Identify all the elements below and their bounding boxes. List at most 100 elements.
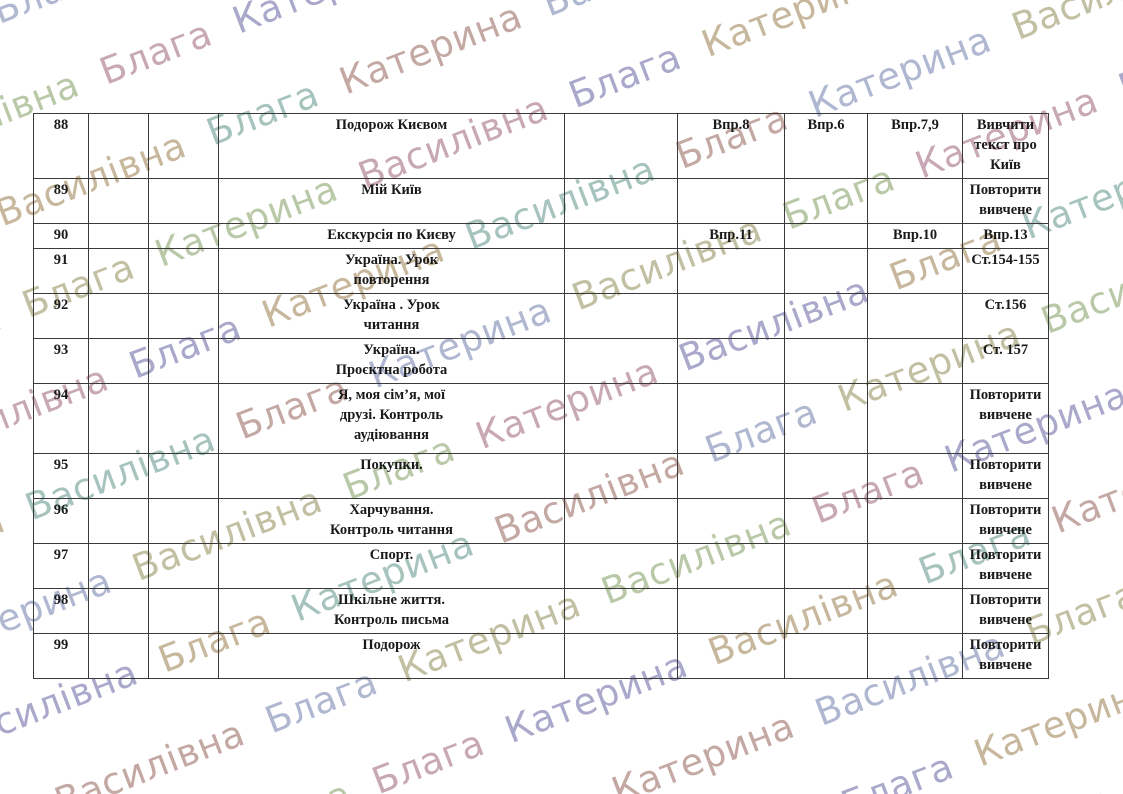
table-row[interactable]: 95 Покупки. Повторити вивчене xyxy=(33,453,1049,499)
cell-col6[interactable]: Впр.11 xyxy=(677,223,785,249)
cell-extra[interactable] xyxy=(148,498,219,544)
cell-homework[interactable]: Ст.154-155 xyxy=(962,248,1049,294)
cell-date[interactable] xyxy=(88,178,149,224)
cell-homework[interactable]: Повторити вивчене xyxy=(962,178,1049,224)
cell-col7[interactable] xyxy=(784,383,868,454)
cell-homework[interactable]: Вивчити текст про Київ xyxy=(962,113,1049,179)
cell-date[interactable] xyxy=(88,248,149,294)
cell-topic[interactable]: Покупки. xyxy=(218,453,565,499)
cell-num[interactable]: 96 xyxy=(33,498,89,544)
cell-col5[interactable] xyxy=(564,453,678,499)
cell-num[interactable]: 91 xyxy=(33,248,89,294)
cell-col6[interactable] xyxy=(677,453,785,499)
cell-homework[interactable]: Повторити вивчене xyxy=(962,588,1049,634)
cell-topic[interactable]: Подорож xyxy=(218,633,565,679)
cell-col7[interactable] xyxy=(784,633,868,679)
cell-topic[interactable]: Україна. Урок повторення xyxy=(218,248,565,294)
cell-num[interactable]: 90 xyxy=(33,223,89,249)
cell-num[interactable]: 89 xyxy=(33,178,89,224)
cell-col8[interactable] xyxy=(867,178,963,224)
cell-col8[interactable] xyxy=(867,498,963,544)
table-row[interactable]: 88 Подорож Києвом Впр.8 Впр.6 Впр.7,9 Вивчити… xyxy=(33,113,1049,179)
cell-col7[interactable] xyxy=(784,338,868,384)
cell-col8[interactable] xyxy=(867,543,963,589)
table-row[interactable]: 97 Спорт. Повторити вивчене xyxy=(33,543,1049,589)
cell-col6[interactable] xyxy=(677,633,785,679)
cell-col6[interactable] xyxy=(677,498,785,544)
cell-homework[interactable]: Ст. 157 xyxy=(962,338,1049,384)
cell-topic[interactable]: Мій Київ xyxy=(218,178,565,224)
cell-col8[interactable] xyxy=(867,453,963,499)
cell-col7[interactable] xyxy=(784,293,868,339)
table-row[interactable]: 98 Шкільне життя. Контроль письма Повторити… xyxy=(33,588,1049,634)
cell-date[interactable] xyxy=(88,338,149,384)
cell-col6[interactable]: Впр.8 xyxy=(677,113,785,179)
cell-homework[interactable]: Впр.13 xyxy=(962,223,1049,249)
cell-col6[interactable] xyxy=(677,338,785,384)
cell-num[interactable]: 94 xyxy=(33,383,89,454)
cell-col5[interactable] xyxy=(564,293,678,339)
cell-col5[interactable] xyxy=(564,248,678,294)
cell-col7[interactable] xyxy=(784,178,868,224)
cell-extra[interactable] xyxy=(148,178,219,224)
cell-col6[interactable] xyxy=(677,588,785,634)
cell-date[interactable] xyxy=(88,498,149,544)
cell-topic[interactable]: Україна . Урок читання xyxy=(218,293,565,339)
cell-col6[interactable] xyxy=(677,178,785,224)
cell-num[interactable]: 98 xyxy=(33,588,89,634)
table-row[interactable]: 92 Україна . Урок читання Ст.156 xyxy=(33,293,1049,339)
table-row[interactable]: 99 Подорож Повторити вивчене xyxy=(33,633,1049,679)
cell-extra[interactable] xyxy=(148,588,219,634)
table-row[interactable]: 94 Я, моя сім’я, мої друзі. Контроль аудіюв… xyxy=(33,383,1049,454)
cell-col8[interactable] xyxy=(867,633,963,679)
cell-num[interactable]: 97 xyxy=(33,543,89,589)
cell-col5[interactable] xyxy=(564,338,678,384)
cell-topic[interactable]: Подорож Києвом xyxy=(218,113,565,179)
cell-col5[interactable] xyxy=(564,633,678,679)
cell-col6[interactable] xyxy=(677,543,785,589)
cell-date[interactable] xyxy=(88,113,149,179)
cell-homework[interactable]: Повторити вивчене xyxy=(962,453,1049,499)
cell-date[interactable] xyxy=(88,223,149,249)
cell-date[interactable] xyxy=(88,633,149,679)
cell-col5[interactable] xyxy=(564,383,678,454)
cell-homework[interactable]: Ст.156 xyxy=(962,293,1049,339)
cell-date[interactable] xyxy=(88,543,149,589)
cell-col6[interactable] xyxy=(677,293,785,339)
cell-col8[interactable]: Впр.10 xyxy=(867,223,963,249)
cell-col8[interactable] xyxy=(867,293,963,339)
cell-col7[interactable] xyxy=(784,248,868,294)
table-row[interactable]: 89 Мій Київ Повторити вивчене xyxy=(33,178,1049,224)
cell-topic[interactable]: Екскурсія по Києву xyxy=(218,223,565,249)
table-row[interactable]: 90 Екскурсія по Києву Впр.11 Впр.10 Впр.13 xyxy=(33,223,1049,249)
cell-col5[interactable] xyxy=(564,543,678,589)
cell-topic[interactable]: Шкільне життя. Контроль письма xyxy=(218,588,565,634)
cell-extra[interactable] xyxy=(148,543,219,589)
cell-col5[interactable] xyxy=(564,223,678,249)
cell-col7[interactable] xyxy=(784,498,868,544)
cell-extra[interactable] xyxy=(148,338,219,384)
cell-col8[interactable] xyxy=(867,338,963,384)
cell-col8[interactable] xyxy=(867,383,963,454)
cell-col5[interactable] xyxy=(564,588,678,634)
cell-extra[interactable] xyxy=(148,453,219,499)
cell-homework[interactable]: Повторити вивчене xyxy=(962,633,1049,679)
cell-col5[interactable] xyxy=(564,498,678,544)
cell-col6[interactable] xyxy=(677,248,785,294)
cell-col7[interactable] xyxy=(784,588,868,634)
cell-col8[interactable] xyxy=(867,248,963,294)
cell-date[interactable] xyxy=(88,453,149,499)
cell-col7[interactable]: Впр.6 xyxy=(784,113,868,179)
cell-num[interactable]: 88 xyxy=(33,113,89,179)
cell-num[interactable]: 99 xyxy=(33,633,89,679)
cell-num[interactable]: 95 xyxy=(33,453,89,499)
cell-num[interactable]: 93 xyxy=(33,338,89,384)
cell-col5[interactable] xyxy=(564,178,678,224)
cell-homework[interactable]: Повторити вивчене xyxy=(962,498,1049,544)
table-row[interactable]: 96 Харчування. Контроль читання Повторити ви… xyxy=(33,498,1049,544)
cell-col8[interactable]: Впр.7,9 xyxy=(867,113,963,179)
cell-date[interactable] xyxy=(88,383,149,454)
cell-num[interactable]: 92 xyxy=(33,293,89,339)
cell-extra[interactable] xyxy=(148,633,219,679)
table-row[interactable]: 91 Україна. Урок повторення Ст.154-155 xyxy=(33,248,1049,294)
